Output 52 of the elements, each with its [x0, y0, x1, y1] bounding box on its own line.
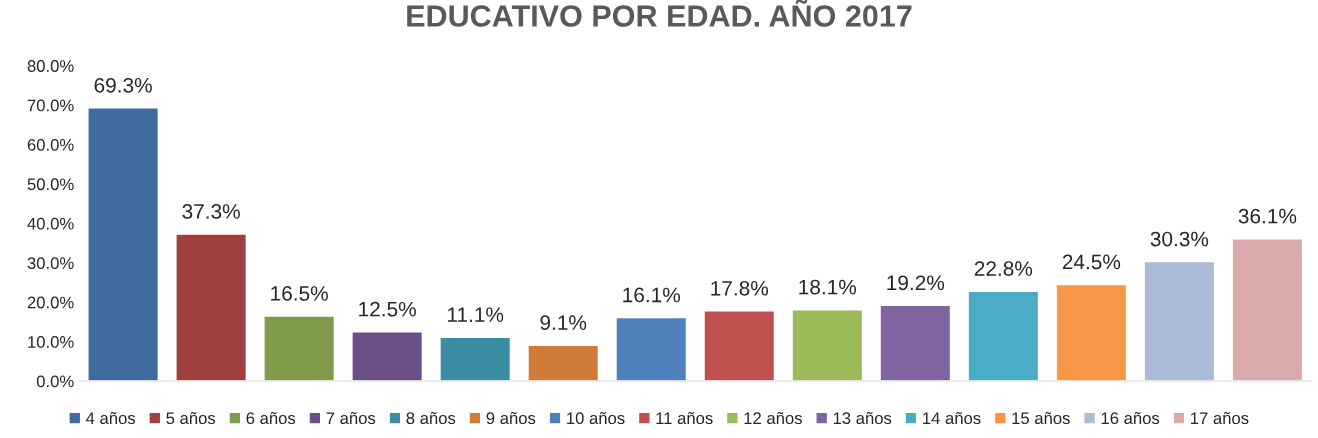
data-label: 37.3%: [182, 204, 240, 219]
legend-label: 15 años: [1012, 411, 1070, 425]
y-tick-label: 70.0%: [27, 99, 74, 112]
data-label: 69.3%: [94, 77, 152, 93]
bar: [439, 336, 512, 382]
y-tick-label: 50.0%: [27, 178, 74, 191]
data-label: 24.5%: [1062, 254, 1121, 270]
data-label: 17.8%: [711, 280, 769, 296]
data-label: 36.1%: [1238, 208, 1297, 224]
y-tick-label: 40.0%: [27, 217, 74, 230]
y-tick-label: 20.0%: [27, 296, 74, 309]
chart-title: EDUCATIVO POR EDAD. AÑO 2017: [407, 0, 912, 27]
legend-label: 4 años: [86, 411, 136, 425]
bar: [351, 331, 424, 382]
legend-label: 6 años: [246, 411, 296, 425]
data-label: 19.2%: [887, 275, 945, 291]
y-tick-label: 10.0%: [28, 336, 74, 348]
bar: [1231, 238, 1304, 382]
legend-label: 8 años: [406, 411, 456, 425]
bar: [263, 315, 336, 382]
legend-label: 5 años: [166, 411, 216, 425]
legend-label: 10 años: [567, 411, 625, 425]
bar: [1055, 283, 1128, 382]
y-tick-label: 30.0%: [27, 257, 74, 269]
bar: [791, 309, 864, 382]
bar: [175, 233, 248, 382]
bar: [703, 310, 776, 382]
legend-label: 7 años: [326, 411, 376, 425]
data-label: 18.1%: [799, 279, 857, 295]
legend-label: 14 años: [923, 411, 981, 425]
legend-label: 9 años: [486, 411, 536, 425]
legend-label: 11 años: [656, 411, 713, 425]
bar: [967, 290, 1040, 382]
y-tick-label: 0.0%: [36, 375, 74, 388]
y-tick-label: 80.0%: [27, 60, 74, 72]
legend-label: 16 años: [1101, 411, 1160, 425]
data-label: 9.1%: [540, 315, 587, 330]
legend-label: 12 años: [744, 411, 802, 425]
bar: [615, 316, 688, 382]
legend-label: 17 años: [1191, 411, 1249, 425]
y-tick-label: 60.0%: [27, 138, 74, 151]
bar: [879, 304, 952, 382]
data-label: 16.5%: [271, 286, 328, 301]
data-label: 22.8%: [974, 261, 1033, 276]
data-label: 11.1%: [448, 307, 504, 322]
legend-label: 13 años: [833, 411, 892, 425]
data-label: 30.3%: [1150, 231, 1209, 247]
data-label: 16.1%: [623, 287, 681, 303]
data-label: 12.5%: [359, 301, 416, 317]
bar: [527, 344, 600, 382]
bar: [1143, 260, 1216, 382]
bar: [87, 107, 159, 382]
